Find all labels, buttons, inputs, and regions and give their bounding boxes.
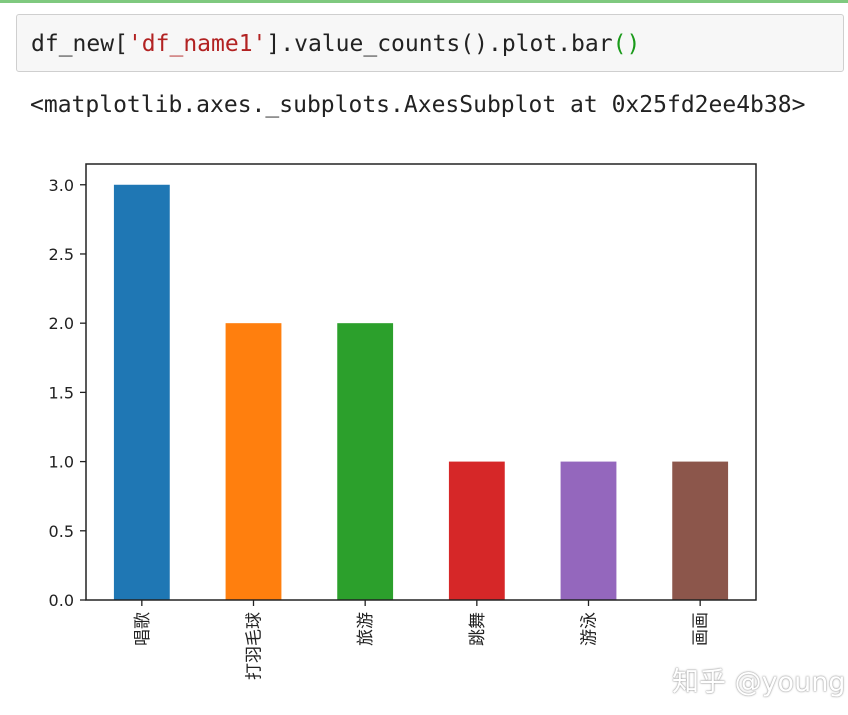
- y-tick-label: 2.0: [49, 314, 74, 333]
- code-method-chain: ].value_counts().plot.bar: [266, 31, 613, 57]
- y-tick-label: 3.0: [49, 176, 74, 195]
- x-tick-label: 跳舞: [468, 612, 488, 646]
- bar: [560, 461, 617, 600]
- code-prefix: df_new[: [31, 31, 128, 57]
- code-cell-input[interactable]: df_new['df_name1'].value_counts().plot.b…: [16, 14, 844, 72]
- code-call-parens: (): [612, 31, 641, 57]
- x-tick-label: 游泳: [580, 612, 600, 646]
- y-tick-label: 2.5: [49, 245, 74, 264]
- bar: [225, 323, 282, 600]
- plot-frame: [85, 163, 757, 601]
- y-tick-label: 0.5: [49, 522, 74, 541]
- code-line[interactable]: df_new['df_name1'].value_counts().plot.b…: [31, 29, 640, 59]
- code-string-literal: 'df_name1': [127, 31, 267, 57]
- bar-chart: 0.0 0.5 1.0 1.5 2.0 2.5 3.0 唱歌 打羽毛球 旅游 跳舞 游泳 画画: [49, 163, 757, 680]
- watermark: 知乎 @young: [672, 667, 846, 698]
- y-tick-label: 0.0: [49, 591, 74, 610]
- y-tick-label: 1.0: [49, 453, 74, 472]
- x-tick-label: 打羽毛球: [245, 612, 265, 680]
- x-tick-label: 画画: [691, 612, 711, 646]
- bar: [113, 184, 170, 600]
- bar: [337, 323, 394, 600]
- cell-top-rule: [0, 0, 848, 3]
- y-tick-label: 1.5: [49, 383, 74, 402]
- x-tick-label: 唱歌: [133, 612, 153, 646]
- bar: [448, 461, 505, 600]
- bar: [672, 461, 729, 600]
- x-tick-label: 旅游: [356, 612, 376, 646]
- cell-output-text: <matplotlib.axes._subplots.AxesSubplot a…: [30, 92, 806, 118]
